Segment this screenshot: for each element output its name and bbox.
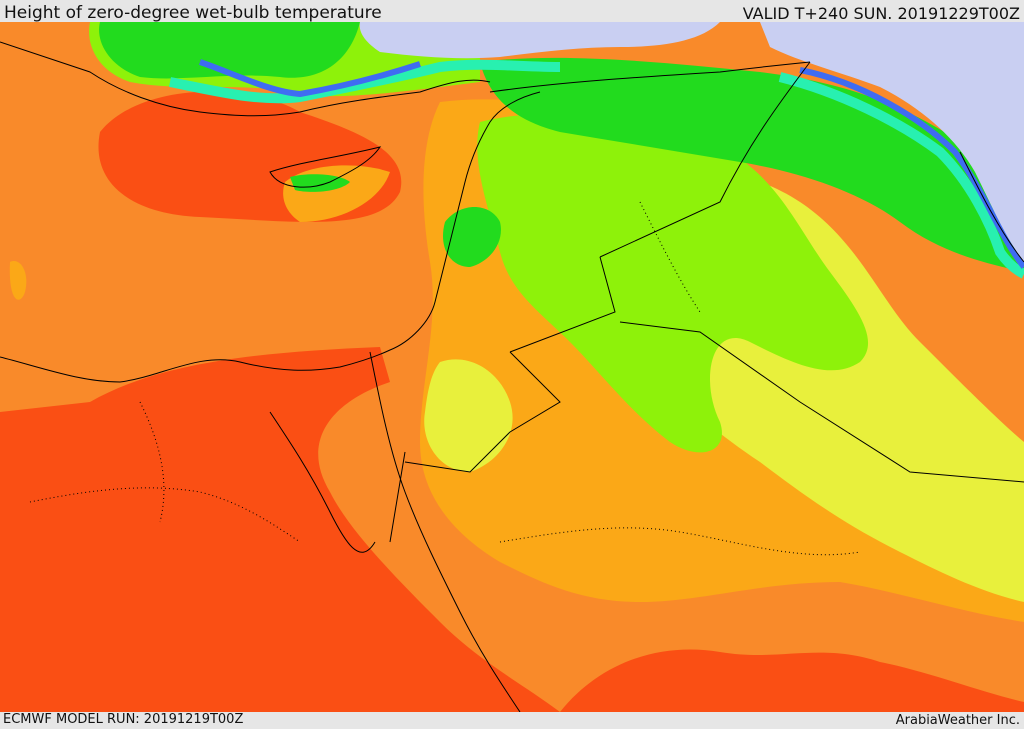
field-lime-syria <box>477 113 869 453</box>
map-title: Height of zero-degree wet-bulb temperatu… <box>4 3 382 23</box>
coastline-aqaba <box>389 451 406 543</box>
title-bar: Height of zero-degree wet-bulb temperatu… <box>0 0 1024 23</box>
field-lavender-north <box>359 22 720 59</box>
border-iraq-iran <box>599 61 811 258</box>
field-very-high-egypt <box>0 347 560 712</box>
coastline-turkey <box>0 41 491 117</box>
border-jordan-saudi <box>404 351 561 473</box>
weather-map[interactable] <box>0 22 1024 712</box>
borders <box>404 61 1024 483</box>
coastline-gulf <box>959 151 1024 263</box>
model-run: ECMWF MODEL RUN: 20191219T00Z <box>3 712 244 727</box>
border-syria-iraq <box>509 256 616 353</box>
provincial-borders <box>29 201 861 556</box>
coastline-suez <box>269 411 376 553</box>
field-green-lebanon <box>442 207 501 267</box>
coastline-levant <box>449 91 541 243</box>
coastline-med-south <box>0 241 451 383</box>
field-cyan-zagros <box>778 72 1024 279</box>
credit: ArabiaWeather Inc. <box>895 713 1020 728</box>
field-green-anatolia <box>99 22 361 79</box>
province-line-2 <box>499 527 861 556</box>
field-blue-taurus <box>199 59 421 98</box>
valid-time: VALID T+240 SUN. 20191229T00Z <box>742 4 1020 23</box>
field-blue-zagros <box>799 67 1024 269</box>
coastline-red-sea <box>369 351 521 712</box>
field-lavender-iran <box>760 22 1024 262</box>
field-green-turkey <box>480 57 1024 272</box>
coastline-cyprus <box>269 146 382 188</box>
map-canvas <box>0 22 1024 712</box>
border-syria-turkey <box>489 61 811 93</box>
coastlines <box>0 41 1024 712</box>
field-cyan-taurus <box>169 59 561 104</box>
field-very-high-saudi <box>560 649 1024 712</box>
province-line-3 <box>639 201 701 313</box>
border-iraq-saudi <box>619 321 1024 483</box>
province-line-1 <box>29 487 301 543</box>
field-yellow-jordan <box>424 359 513 472</box>
field-amber-libya <box>9 261 27 300</box>
footer-bar: ECMWF MODEL RUN: 20191219T00Z ArabiaWeat… <box>0 712 1024 729</box>
